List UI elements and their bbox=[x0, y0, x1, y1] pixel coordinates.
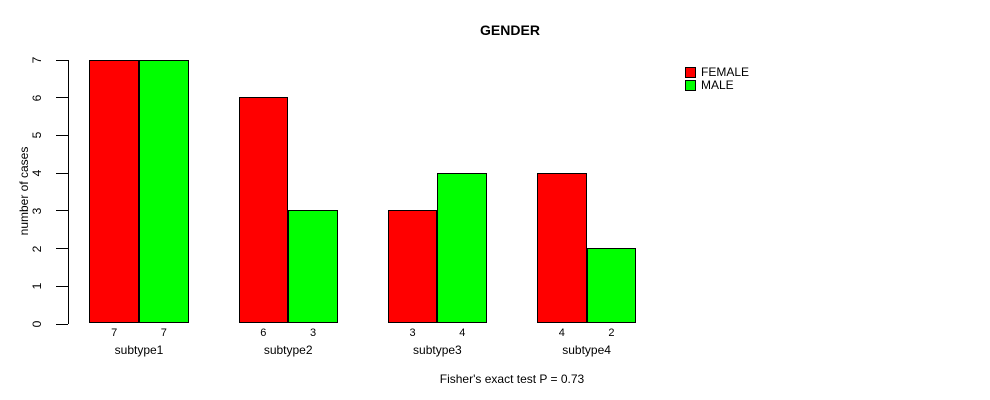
bar-female-subtype3 bbox=[387, 210, 438, 324]
y-tick-mark bbox=[56, 134, 68, 136]
bar-value-label: 2 bbox=[608, 326, 615, 339]
y-tick-label: 3 bbox=[30, 207, 44, 215]
y-tick-label: 4 bbox=[30, 169, 44, 177]
y-axis-line bbox=[68, 59, 69, 325]
y-tick-label: 7 bbox=[30, 56, 44, 64]
category-label-subtype3: subtype3 bbox=[413, 342, 462, 357]
legend: FEMALE MALE bbox=[685, 66, 805, 94]
y-tick-mark bbox=[56, 172, 68, 174]
y-tick-mark bbox=[56, 210, 68, 212]
y-tick-label: 6 bbox=[30, 94, 44, 102]
y-tick-label: 1 bbox=[30, 282, 44, 290]
y-tick-mark bbox=[56, 323, 68, 325]
bar-value-label: 7 bbox=[111, 326, 118, 339]
y-tick-label: 0 bbox=[30, 320, 44, 328]
annotation-text: Fisher's exact test P = 0.73 bbox=[439, 372, 585, 386]
y-tick-label: 2 bbox=[30, 245, 44, 252]
legend-label-female: FEMALE bbox=[701, 65, 750, 79]
bar-female-subtype2 bbox=[238, 97, 289, 324]
bar-male-subtype1 bbox=[139, 59, 189, 324]
bar-value-label: 3 bbox=[409, 326, 416, 339]
y-tick-mark bbox=[56, 97, 68, 99]
bar-male-subtype3 bbox=[437, 172, 488, 324]
y-tick-mark bbox=[56, 248, 68, 250]
y-tick-mark bbox=[56, 59, 68, 61]
female-color-swatch bbox=[685, 67, 696, 78]
bar-male-subtype4 bbox=[586, 248, 637, 324]
legend-label-male: MALE bbox=[701, 78, 734, 92]
chart-title: GENDER bbox=[480, 22, 540, 38]
category-label-subtype1: subtype1 bbox=[114, 342, 164, 357]
male-color-swatch bbox=[685, 80, 696, 91]
bar-value-label: 4 bbox=[558, 326, 565, 339]
category-label-subtype2: subtype2 bbox=[263, 342, 313, 357]
bar-value-label: 3 bbox=[309, 326, 317, 339]
bar-male-subtype2 bbox=[288, 210, 338, 324]
bar-value-label: 6 bbox=[260, 326, 267, 339]
y-tick-mark bbox=[56, 285, 68, 287]
y-tick-label: 5 bbox=[30, 132, 44, 139]
bar-value-label: 7 bbox=[160, 326, 167, 339]
bar-value-label: 4 bbox=[459, 326, 466, 339]
bar-female-subtype1 bbox=[89, 59, 139, 324]
category-label-subtype4: subtype4 bbox=[562, 342, 611, 357]
bar-female-subtype4 bbox=[536, 172, 587, 324]
